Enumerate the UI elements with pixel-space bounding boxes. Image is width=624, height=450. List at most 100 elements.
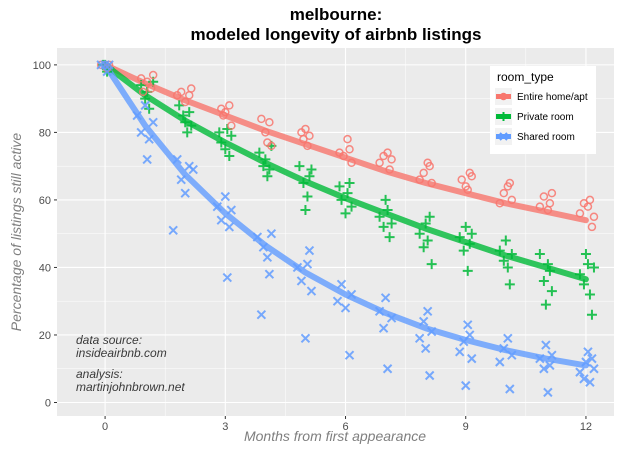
legend-title: room_type [497, 70, 554, 84]
data-point-entire-home-apt [427, 178, 436, 188]
data-point-entire-home-apt [148, 70, 158, 80]
data-point-shared-room [426, 326, 437, 337]
data-point-shared-room [541, 340, 551, 350]
data-point-private-room [384, 232, 395, 243]
data-point-private-room [178, 110, 189, 121]
data-point-entire-home-apt [142, 77, 152, 87]
data-point-private-room [294, 161, 305, 172]
data-point-shared-room [386, 313, 397, 323]
data-point-shared-room [503, 333, 513, 344]
data-point-shared-room [168, 225, 178, 236]
data-point-entire-home-apt [547, 188, 557, 198]
data-point-private-room [588, 262, 599, 273]
data-point-entire-home-apt [463, 185, 472, 195]
data-point-entire-home-apt [347, 158, 356, 168]
data-point-private-room [498, 255, 509, 266]
data-point-entire-home-apt [146, 84, 156, 93]
data-point-entire-home-apt [176, 87, 186, 97]
data-point-shared-room [461, 380, 471, 391]
legend-label: Entire home/apt [517, 92, 588, 103]
data-point-private-room [258, 161, 269, 172]
data-point-private-room [542, 259, 553, 270]
data-point-shared-room [422, 306, 433, 317]
data-point-shared-room [266, 228, 277, 239]
data-point-shared-room [583, 347, 593, 357]
data-point-entire-home-apt [339, 151, 348, 161]
data-point-private-room [424, 211, 435, 222]
data-point-private-room [386, 218, 397, 229]
data-point-private-room [216, 137, 227, 148]
data-point-entire-home-apt [507, 195, 517, 205]
data-point-shared-room [300, 333, 311, 344]
data-point-entire-home-apt [585, 195, 595, 205]
data-point-entire-home-apt [301, 124, 310, 134]
data-point-shared-room [180, 188, 190, 198]
data-point-entire-home-apt [589, 212, 599, 222]
data-point-entire-home-apt [180, 97, 190, 107]
data-point-shared-room [418, 316, 429, 327]
data-point-shared-room [507, 350, 517, 360]
annotation-analysis-line1: analysis: [76, 367, 123, 381]
data-point-private-room [304, 171, 315, 182]
data-point-shared-room [589, 364, 599, 374]
data-point-shared-room [104, 60, 114, 70]
data-point-private-room [538, 275, 549, 286]
data-point-private-room [418, 242, 429, 253]
data-point-shared-room [262, 252, 273, 263]
data-point-shared-room [575, 367, 585, 377]
data-point-shared-room [142, 154, 152, 165]
data-point-shared-room [216, 215, 227, 225]
y-tick-label: 20 [39, 330, 51, 342]
data-point-shared-room [132, 110, 142, 121]
data-point-shared-room [332, 296, 343, 306]
data-point-private-room [182, 127, 193, 138]
data-point-private-room [426, 259, 437, 270]
data-point-entire-home-apt [265, 118, 274, 127]
data-point-private-room [378, 221, 389, 232]
data-point-private-room [462, 265, 473, 276]
data-point-private-room [380, 194, 391, 205]
data-point-shared-room [380, 293, 391, 303]
data-point-entire-home-apt [457, 175, 466, 184]
y-axis: 0 20 40 60 80 100 [33, 60, 57, 409]
legend-label: Private room [517, 112, 574, 123]
y-tick-label: 40 [39, 262, 51, 274]
fit-line-entire-home-apt [102, 61, 589, 224]
data-point-shared-room [252, 232, 263, 242]
data-point-private-room [546, 286, 557, 297]
annotation-analysis-line2: martinjohnbrown.net [76, 380, 185, 394]
y-axis-title: Percentage of listings still active [8, 133, 24, 332]
data-point-private-room [262, 171, 273, 182]
x-axis: 0 3 6 9 12 [102, 416, 592, 433]
data-point-entire-home-apt [575, 209, 585, 218]
data-point-private-room [504, 279, 515, 290]
data-point-entire-home-apt [419, 168, 428, 178]
data-point-entire-home-apt [505, 178, 515, 188]
data-point-shared-room [587, 353, 597, 364]
data-point-private-room [506, 248, 517, 259]
data-point-shared-room [543, 387, 553, 398]
data-point-shared-room [424, 370, 435, 381]
data-point-shared-room [224, 222, 235, 232]
data-point-private-room [420, 218, 431, 229]
data-point-private-room [306, 164, 317, 175]
data-point-shared-room [306, 286, 317, 296]
data-point-private-room [544, 265, 555, 276]
data-point-shared-room [465, 330, 475, 340]
data-point-private-room [346, 201, 357, 212]
data-point-private-room [264, 164, 275, 175]
chart-title-line1: melbourne: [290, 5, 383, 24]
data-point-private-room [224, 151, 235, 162]
data-point-shared-room [420, 343, 431, 354]
data-point-entire-home-apt [375, 158, 384, 168]
data-point-entire-home-apt [467, 172, 476, 181]
data-point-private-room [580, 248, 591, 259]
x-tick-label: 3 [222, 421, 228, 433]
data-point-shared-room [258, 242, 269, 252]
data-point-private-room [344, 178, 355, 189]
data-point-entire-home-apt [345, 145, 354, 154]
data-point-entire-home-apt [303, 141, 312, 151]
data-point-shared-room [302, 259, 313, 269]
data-point-shared-room [581, 357, 591, 367]
data-point-private-room [260, 154, 271, 165]
